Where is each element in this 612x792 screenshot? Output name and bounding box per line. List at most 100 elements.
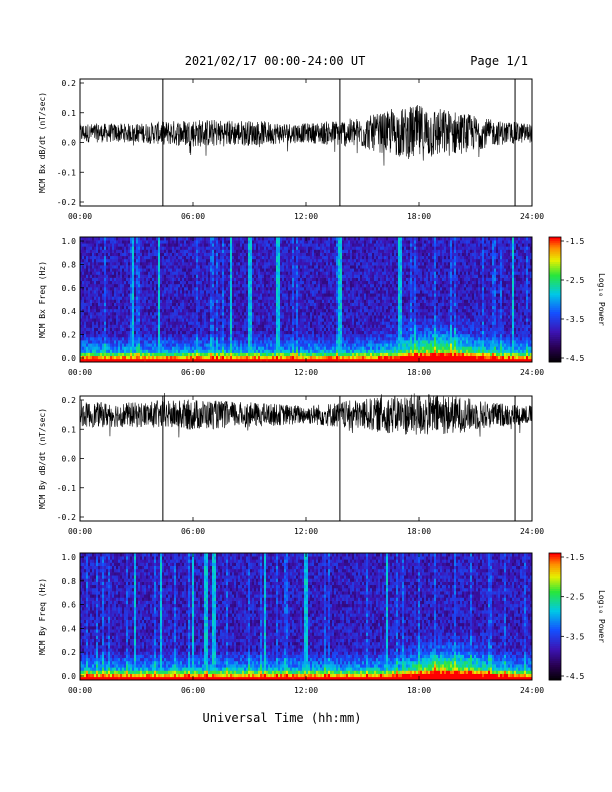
spectrogram-cell xyxy=(108,355,111,360)
spectrogram-cell xyxy=(252,305,255,310)
spectrogram-cell xyxy=(230,246,233,250)
spectrogram-cell xyxy=(266,343,269,347)
spectrogram-cell xyxy=(248,243,251,247)
spectrogram-cell xyxy=(222,252,225,257)
spectrogram-cell xyxy=(214,343,217,347)
spectrogram-cell xyxy=(124,237,127,241)
spectrogram-cell xyxy=(262,265,265,269)
spectrogram-cell xyxy=(268,346,271,350)
spectrogram-cell xyxy=(324,262,327,266)
spectrogram-cell xyxy=(250,277,253,282)
spectrogram-cell xyxy=(274,268,277,272)
spectrogram-cell xyxy=(324,299,327,303)
spectrogram-cell xyxy=(208,324,211,328)
spectrogram-cell xyxy=(216,296,219,300)
spectrogram-cell xyxy=(238,243,241,247)
spectrogram-cell xyxy=(156,249,159,253)
spectrogram-cell xyxy=(198,337,201,341)
spectrogram-cell xyxy=(92,252,95,257)
spectrogram-cell xyxy=(98,340,101,344)
spectrogram-cell xyxy=(166,340,169,344)
spectrogram-cell xyxy=(138,337,141,341)
spectrogram-cell xyxy=(132,343,135,347)
spectrogram-cell xyxy=(272,277,275,282)
spectrogram-cell xyxy=(104,237,107,241)
spectrogram-cell xyxy=(282,255,285,260)
spectrogram-cell xyxy=(190,255,193,260)
spectrogram-cell xyxy=(228,277,231,282)
spectrogram-cell xyxy=(168,277,171,282)
spectrogram-cell xyxy=(306,312,309,316)
spectrogram-cell xyxy=(164,305,167,310)
spectrogram-cell xyxy=(216,315,219,319)
spectrogram-cell xyxy=(174,349,177,353)
spectrogram-cell xyxy=(246,287,249,291)
spectrogram-cell xyxy=(320,305,323,310)
spectrogram-cell xyxy=(268,340,271,344)
spectrogram-cell xyxy=(124,249,127,253)
spectrogram-cell xyxy=(106,255,109,260)
spectrogram-cell xyxy=(174,271,177,275)
spectrogram-cell xyxy=(82,358,85,363)
spectrogram-cell xyxy=(106,283,109,288)
spectrogram-cell xyxy=(170,299,173,303)
spectrogram-cell xyxy=(248,352,251,357)
spectrogram-cell xyxy=(104,280,107,285)
spectrogram-cell xyxy=(134,246,137,250)
spectrogram-cell xyxy=(312,330,315,335)
spectrogram-cell xyxy=(126,352,129,357)
spectrogram-cell xyxy=(196,249,199,253)
spectrogram-cell xyxy=(214,280,217,285)
spectrogram-cell xyxy=(274,352,277,357)
spectrogram-cell xyxy=(264,246,267,250)
spectrogram-cell xyxy=(304,324,307,328)
spectrogram-cell xyxy=(96,346,99,350)
spectrogram-cell xyxy=(134,358,137,363)
spectrogram-cell xyxy=(170,355,173,360)
spectrogram-cell xyxy=(120,321,123,325)
spectrogram-cell xyxy=(304,293,307,297)
spectrogram-cell xyxy=(290,355,293,360)
spectrogram-cell xyxy=(162,355,165,360)
spectrogram-cell xyxy=(304,308,307,313)
spectrogram-cell xyxy=(326,240,329,244)
spectrogram-cell xyxy=(140,302,143,307)
spectrogram-cell xyxy=(126,330,129,335)
spectrogram-cell xyxy=(104,277,107,282)
spectrogram-cell xyxy=(184,358,187,363)
spectrogram-cell xyxy=(208,271,211,275)
spectrogram-cell xyxy=(308,308,311,313)
spectrogram-cell xyxy=(128,237,131,241)
spectrogram-cell xyxy=(178,299,181,303)
spectrogram-cell xyxy=(286,330,289,335)
spectrogram-cell xyxy=(96,255,99,260)
spectrogram-cell xyxy=(106,340,109,344)
spectrogram-cell xyxy=(104,283,107,288)
spectrogram-cell xyxy=(120,293,123,297)
spectrogram-cell xyxy=(108,280,111,285)
spectrogram-cell xyxy=(196,355,199,360)
spectrogram-cell xyxy=(88,349,91,353)
spectrogram-cell xyxy=(230,243,233,247)
spectrogram-cell xyxy=(320,340,323,344)
spectrogram-cell xyxy=(114,355,117,360)
spectrogram-cell xyxy=(264,287,267,291)
spectrogram-cell xyxy=(102,283,105,288)
spectrogram-cell xyxy=(244,283,247,288)
spectrogram-cell xyxy=(190,352,193,357)
spectrogram-cell xyxy=(146,352,149,357)
spectrogram-cell xyxy=(240,330,243,335)
spectrogram-cell xyxy=(178,346,181,350)
spectrogram-cell xyxy=(144,268,147,272)
spectrogram-cell xyxy=(242,321,245,325)
spectrogram-cell xyxy=(96,340,99,344)
spectrogram-cell xyxy=(288,315,291,319)
spectrogram-cell xyxy=(148,308,151,313)
spectrogram-cell xyxy=(324,343,327,347)
spectrogram-cell xyxy=(114,258,117,263)
spectrogram-cell xyxy=(96,321,99,325)
spectrogram-cell xyxy=(148,349,151,353)
spectrogram-cell xyxy=(160,283,163,288)
spectrogram-cell xyxy=(224,258,227,263)
spectrogram-cell xyxy=(80,296,83,300)
